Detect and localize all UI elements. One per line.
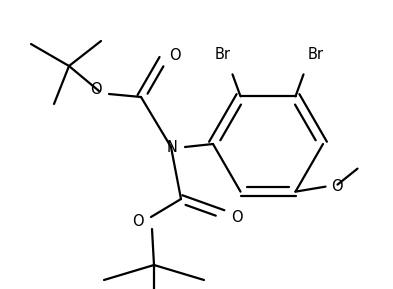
Text: O: O: [90, 82, 102, 97]
Text: Br: Br: [307, 47, 323, 62]
Text: O: O: [231, 210, 242, 225]
Text: O: O: [332, 179, 343, 194]
Text: Br: Br: [215, 47, 231, 62]
Text: O: O: [132, 214, 144, 229]
Text: N: N: [167, 140, 178, 155]
Text: O: O: [169, 47, 181, 62]
